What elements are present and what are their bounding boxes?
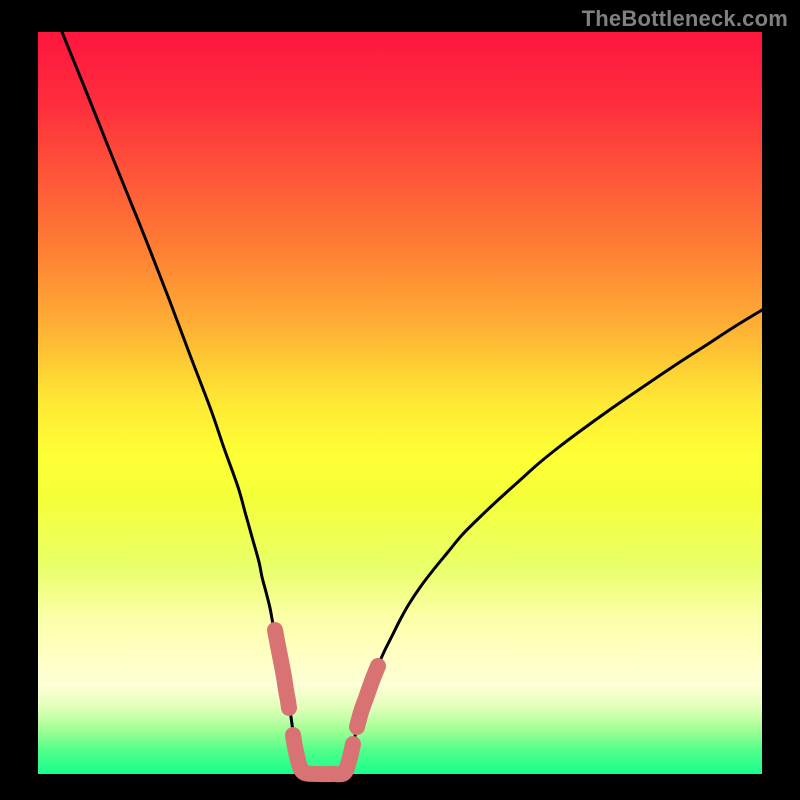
chart-frame: TheBottleneck.com (0, 0, 800, 800)
highlight-segment (275, 630, 289, 708)
curve-segment (344, 310, 762, 773)
bottleneck-curve (0, 0, 800, 800)
curve-segment (62, 32, 304, 773)
highlight-segment (293, 735, 353, 774)
highlight-segment (357, 666, 378, 727)
